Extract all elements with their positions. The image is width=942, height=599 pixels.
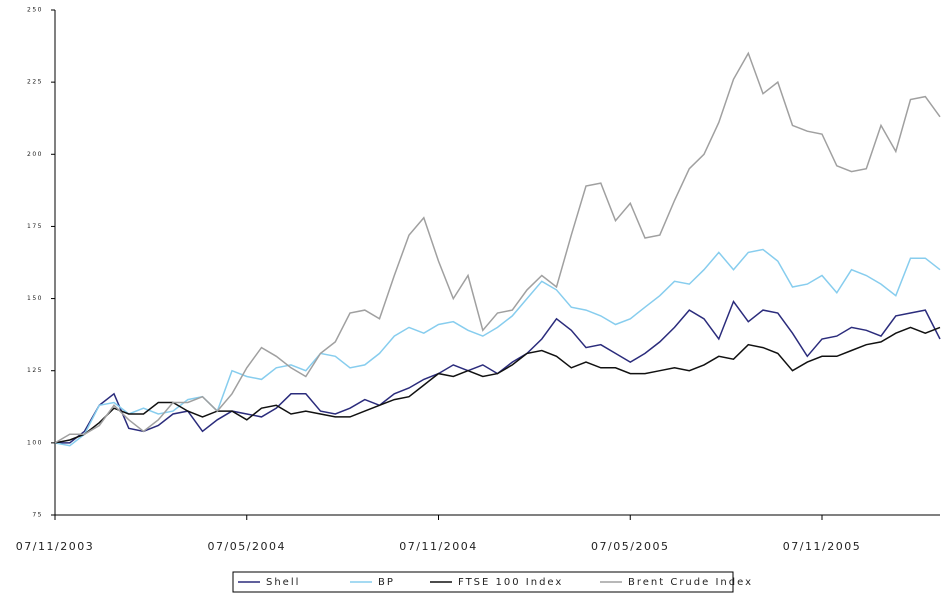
- legend-label: Brent Crude Index: [628, 577, 753, 588]
- legend-label: Shell: [266, 577, 300, 588]
- y-tick-label: 225: [27, 79, 43, 86]
- series-line: [54, 248, 941, 447]
- x-tick-label: 07/05/2005: [591, 540, 669, 553]
- y-tick-label: 100: [27, 439, 43, 446]
- x-tick-label: 07/05/2004: [208, 540, 286, 553]
- y-tick-label: 200: [27, 151, 43, 158]
- y-tick-label: 175: [27, 223, 43, 230]
- series-line: [55, 299, 941, 444]
- y-tick-label: 150: [27, 295, 43, 302]
- y-tick-label: 75: [32, 512, 43, 519]
- legend-label: BP: [378, 577, 395, 588]
- x-tick-label: 07/11/2004: [399, 540, 477, 553]
- legend-label: FTSE 100 Index: [458, 577, 563, 588]
- y-tick-label: 250: [27, 7, 43, 14]
- x-tick-label: 07/11/2003: [16, 540, 94, 553]
- x-tick-label: 07/11/2005: [783, 540, 861, 553]
- y-tick-label: 125: [27, 367, 43, 374]
- series-line: [54, 51, 941, 444]
- series-line: [54, 326, 941, 444]
- legend-box: [232, 571, 734, 593]
